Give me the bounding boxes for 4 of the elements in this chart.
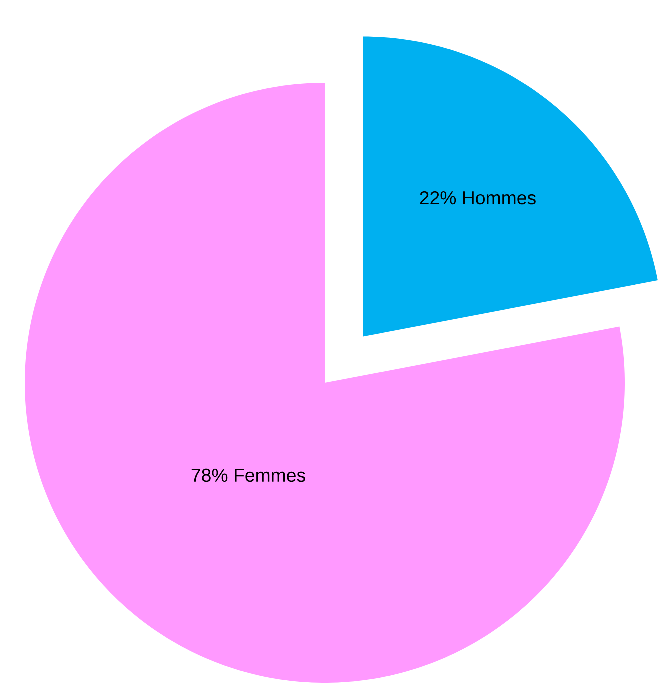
data-label: 22% <box>420 191 456 205</box>
slice-label: Hommes <box>463 192 536 205</box>
slice-label: Femmes <box>235 469 306 482</box>
data-label: 78% <box>192 468 228 482</box>
